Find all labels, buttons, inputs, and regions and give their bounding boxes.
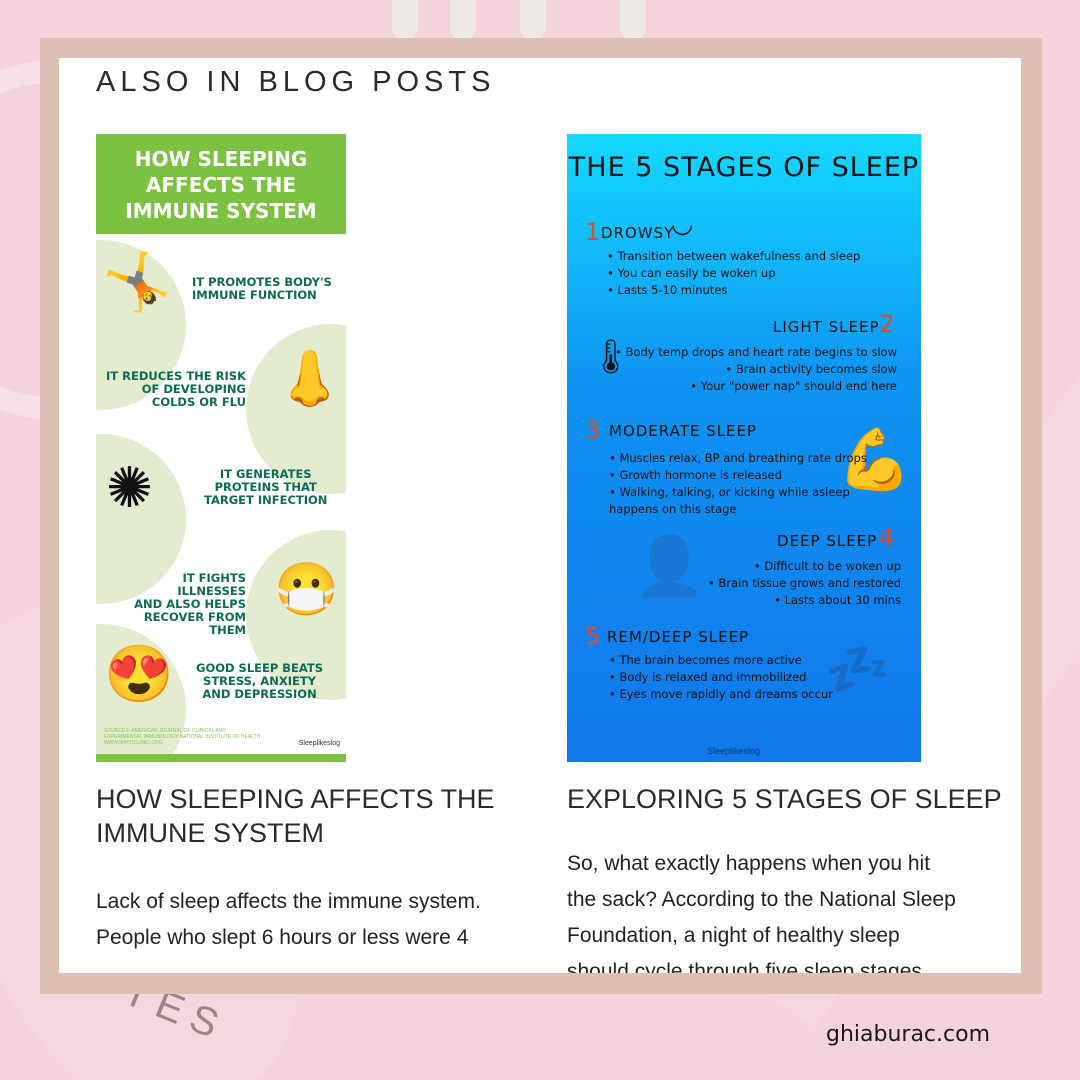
infographic-brand: Sleeplikeslog [707, 746, 761, 756]
section-heading: ALSO IN BLOG POSTS [96, 66, 496, 98]
stage-bullets: • Transition between wakefulness and sle… [607, 249, 861, 297]
infographic-bottom-bar [96, 754, 346, 762]
stage-number: 3 [585, 416, 601, 444]
stage-name: MODERATE SLEEP [609, 422, 757, 440]
background-pencil [520, 0, 546, 40]
infographic-header-line: HOW SLEEPING [134, 147, 308, 171]
stage-name: REM/DEEP SLEEP [607, 628, 750, 646]
infographic-brand: Sleeplikeslog [298, 740, 340, 747]
virus-icon: ✺ [106, 456, 153, 519]
stage-bullets: • Muscles relax, BP and breathing rate d… [609, 451, 867, 516]
stage-number: 1 [585, 218, 601, 246]
stage-name: DROWSY [601, 224, 675, 242]
infographic-sources: SOURCES: AMERICAN JOURNAL OF CLINICAL AN… [104, 728, 261, 746]
post-excerpt-immune: Lack of sleep affects the immune system.… [96, 890, 481, 949]
blog-posts-panel: ALSO IN BLOG POSTS HOW SLEEPING AFFECTS … [59, 58, 1021, 973]
heart-eyes-icon: 😍 [104, 642, 174, 705]
infographic-header-line: AFFECTS THE [145, 173, 297, 197]
post-title-sleep-stages[interactable]: EXPLORING 5 STAGES OF SLEEP [567, 784, 1002, 814]
infographic-point: IT FIGHTS ILLNESSES AND ALSO HELPS RECOV… [134, 571, 246, 637]
infographic-point: IT PROMOTES BODY'S IMMUNE FUNCTION [192, 275, 332, 302]
stage-bullets: • Difficult to be woken up • Brain tissu… [707, 559, 901, 607]
post-excerpt-sleep-stages: So, what exactly happens when you hit th… [567, 852, 956, 973]
closed-eye-icon: ◡ [671, 208, 694, 238]
infographic-point: GOOD SLEEP BEATS STRESS, ANXIETY AND DEP… [196, 661, 324, 701]
post-title-immune[interactable]: HOW SLEEPING AFFECTS THE IMMUNE SYSTEM [96, 784, 495, 848]
stage-bullets: • The brain becomes more active • Body i… [609, 653, 833, 701]
post-thumbnail-sleep-stages[interactable]: THE 5 STAGES OF SLEEP 1 DROWSY ◡ • Trans… [567, 134, 921, 762]
stage-number: 4 [879, 524, 895, 552]
infographic-header: HOW SLEEPING AFFECTS THE IMMUNE SYSTEM [96, 134, 346, 234]
infographic-title: THE 5 STAGES OF SLEEP [568, 152, 920, 183]
stage-number: 5 [585, 622, 601, 650]
background-pencil [620, 0, 646, 40]
background-pencil [392, 0, 418, 40]
stage-number: 2 [879, 310, 895, 338]
gymnast-icon: 🤸 [102, 250, 172, 313]
site-watermark: ghiaburac.com [825, 1022, 990, 1047]
flexed-bicep-icon: 💪 [837, 426, 912, 493]
post-thumbnail-immune[interactable]: HOW SLEEPING AFFECTS THE IMMUNE SYSTEM 🤸… [96, 134, 346, 762]
stage-bullets: • Body temp drops and heart rate begins … [615, 345, 897, 393]
sleep-cloud-icon: 💤 [825, 641, 890, 699]
infographic-header-line: IMMUNE SYSTEM [125, 199, 317, 223]
stage-name: LIGHT SLEEP [773, 318, 880, 336]
thermometer-icon: 🌡 [589, 338, 633, 376]
infographic-point: IT GENERATES PROTEINS THAT TARGET INFECT… [204, 467, 328, 507]
brain-head-icon: 👤 [633, 534, 706, 599]
infographic-point: IT REDUCES THE RISK OF DEVELOPING COLDS … [106, 369, 246, 409]
background-pencil [450, 0, 476, 40]
face-mask-icon: 😷 [274, 561, 339, 619]
stage-name: DEEP SLEEP [777, 532, 878, 550]
nose-icon: 👃 [276, 349, 344, 409]
